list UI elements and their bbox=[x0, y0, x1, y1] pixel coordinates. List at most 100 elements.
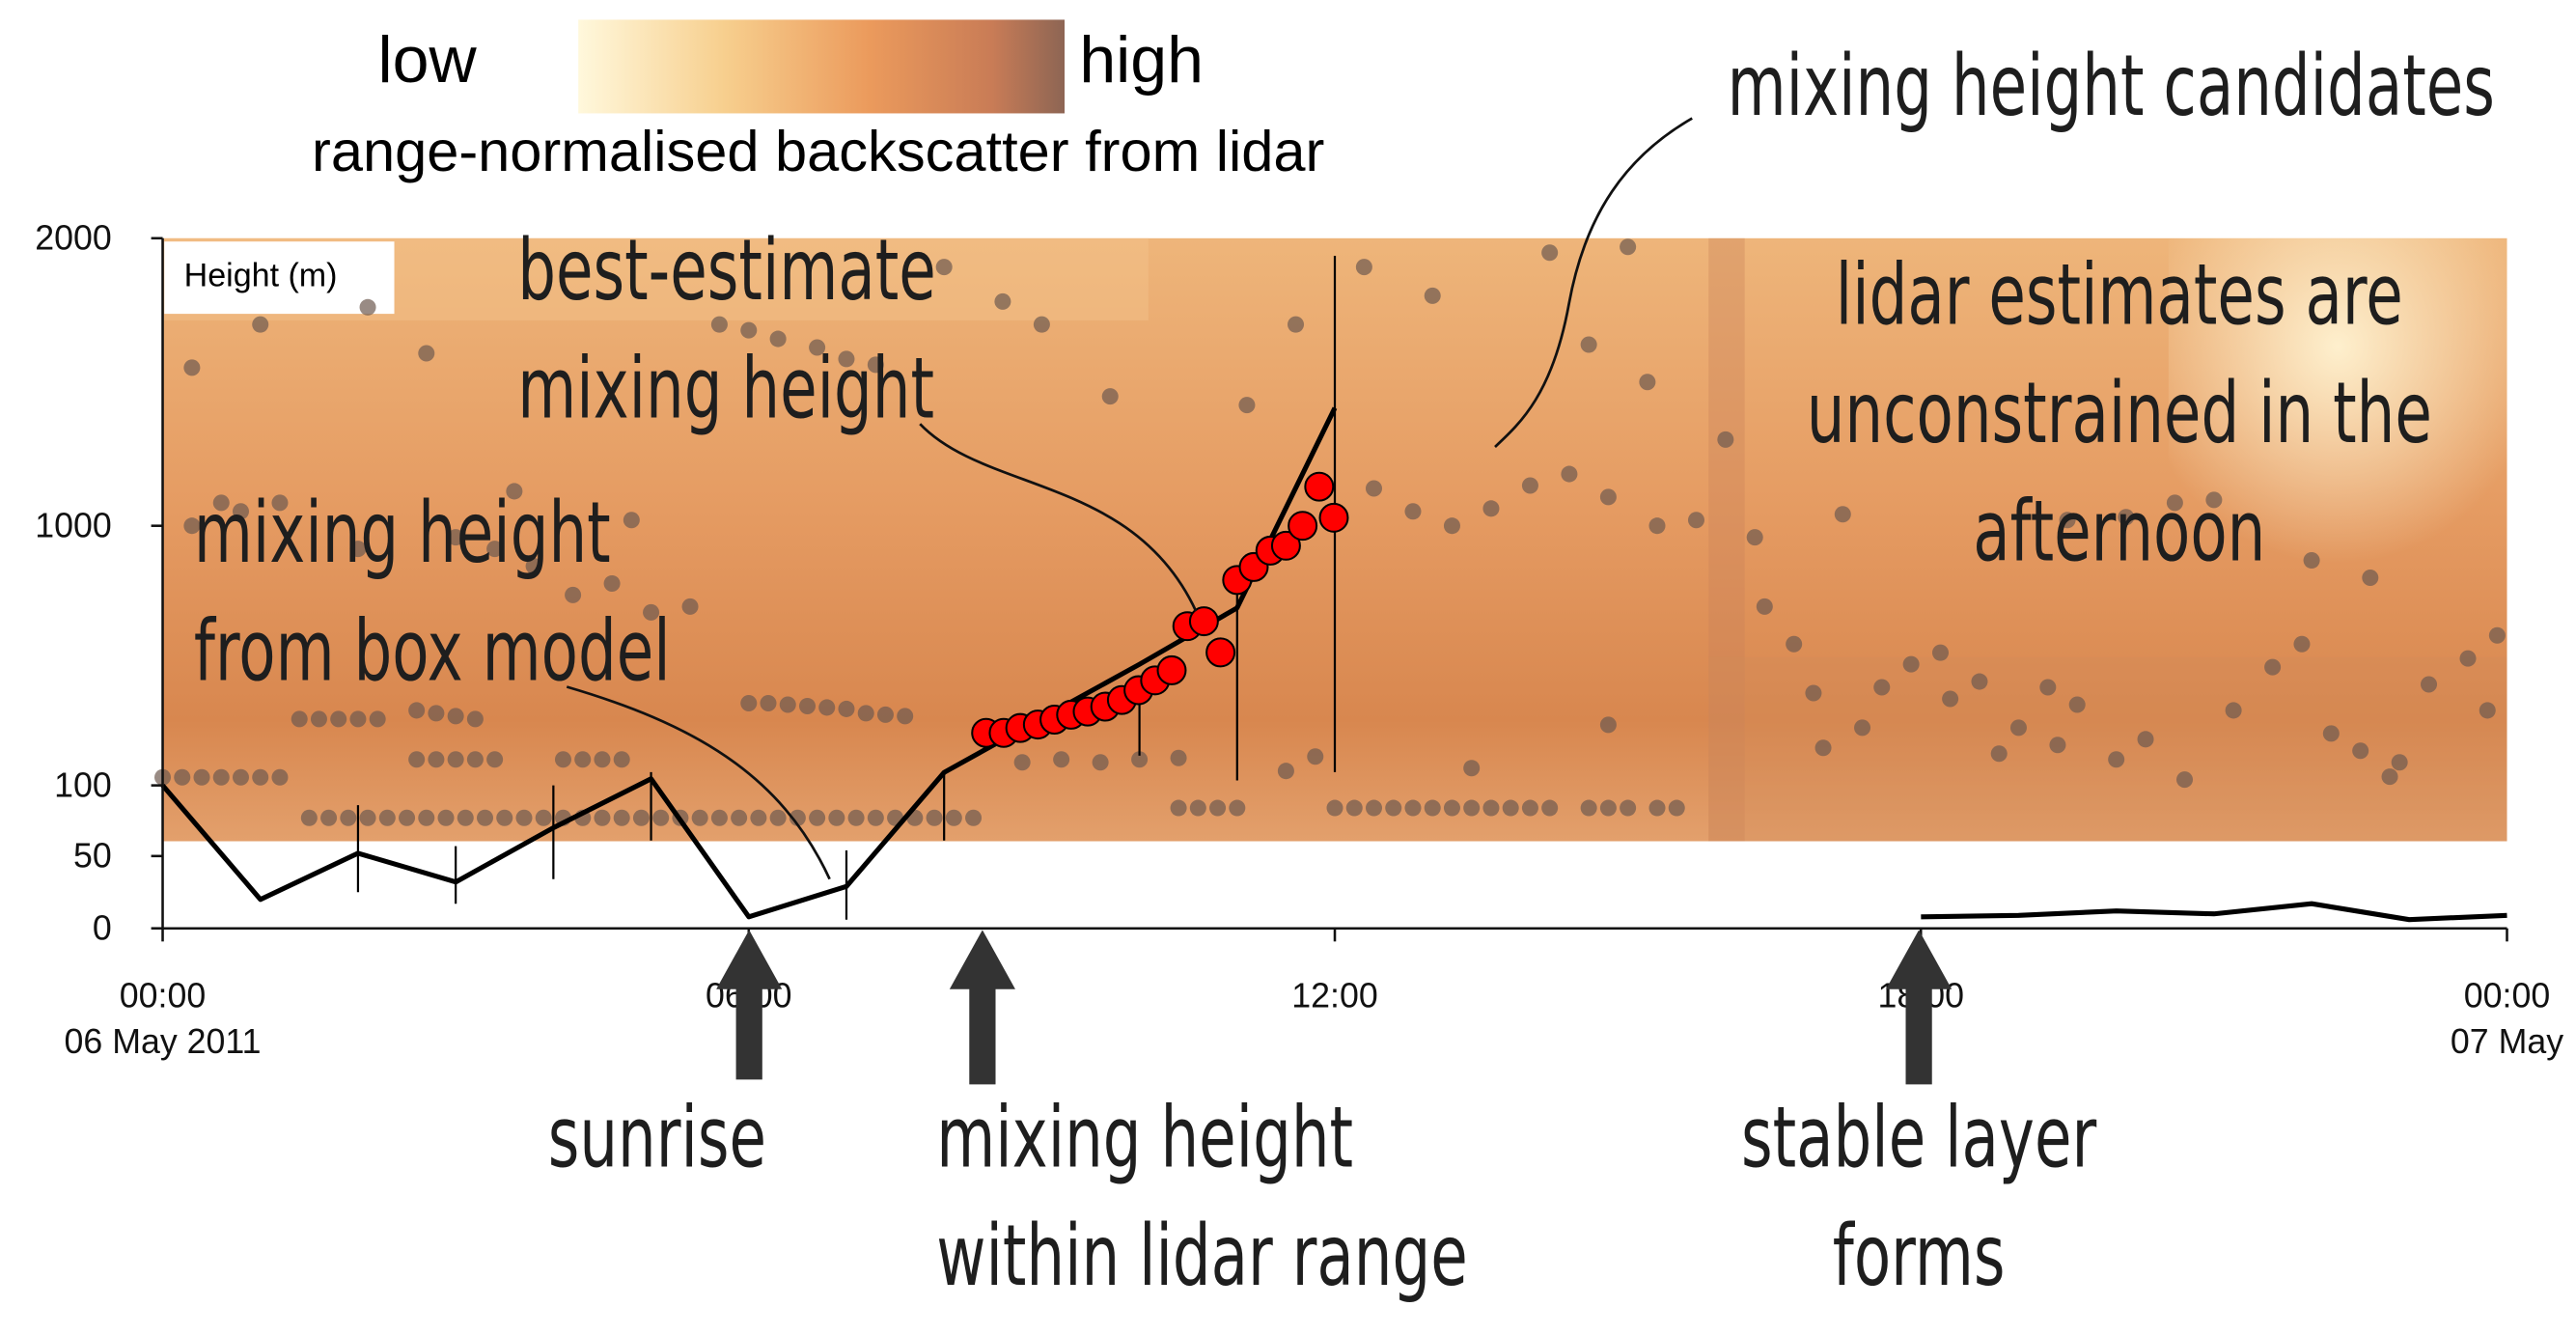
candidate-point bbox=[877, 707, 894, 723]
candidate-point bbox=[809, 810, 825, 826]
candidate-point bbox=[936, 259, 953, 275]
candidate-point bbox=[770, 810, 787, 826]
candidate-point bbox=[740, 695, 757, 711]
candidate-point bbox=[1717, 431, 1733, 448]
y-tick-label: 50 bbox=[73, 837, 112, 876]
annotation: unconstrained in the bbox=[1807, 363, 2432, 461]
candidate-point bbox=[799, 698, 816, 714]
candidate-point bbox=[1669, 800, 1685, 817]
candidate-point bbox=[1366, 800, 1382, 817]
candidate-point bbox=[1425, 288, 1441, 304]
candidate-point bbox=[2392, 754, 2408, 770]
colorbar-low: low bbox=[377, 23, 477, 97]
x-date-label: 06 May 2011 bbox=[65, 1022, 262, 1061]
candidate-point bbox=[1327, 800, 1343, 817]
y-tick-label: 100 bbox=[54, 766, 112, 805]
best-estimate-point bbox=[1320, 504, 1348, 532]
candidate-point bbox=[408, 751, 425, 767]
candidate-point bbox=[1404, 503, 1421, 519]
candidate-point bbox=[574, 751, 591, 767]
candidate-point bbox=[360, 299, 376, 316]
candidate-point bbox=[927, 810, 943, 826]
candidate-point bbox=[731, 810, 747, 826]
candidate-point bbox=[692, 810, 708, 826]
candidate-point bbox=[1366, 480, 1382, 496]
candidate-point bbox=[633, 810, 650, 826]
candidate-point bbox=[1805, 684, 1821, 701]
colorbar-title: range-normalised backscatter from lidar bbox=[312, 119, 1324, 183]
candidate-point bbox=[2138, 731, 2154, 747]
x-tick-label: 12:00 bbox=[1291, 976, 1377, 1015]
candidate-point bbox=[408, 702, 425, 718]
best-estimate-point bbox=[1206, 638, 1234, 666]
candidate-point bbox=[515, 810, 532, 826]
candidate-point bbox=[467, 751, 484, 767]
candidate-point bbox=[193, 769, 209, 786]
candidate-point bbox=[486, 751, 503, 767]
candidate-point bbox=[1385, 800, 1401, 817]
candidate-point bbox=[1600, 800, 1617, 817]
candidate-point bbox=[2421, 677, 2437, 693]
candidate-point bbox=[2226, 702, 2242, 718]
candidate-point bbox=[1600, 716, 1617, 733]
candidate-point bbox=[1903, 656, 1920, 673]
candidate-point bbox=[1093, 754, 1109, 770]
candidate-point bbox=[379, 810, 396, 826]
candidate-point bbox=[418, 345, 434, 361]
candidate-point bbox=[330, 710, 346, 727]
annotation: mixing height bbox=[517, 339, 934, 437]
candidate-point bbox=[2049, 737, 2065, 753]
candidate-point bbox=[1991, 745, 2008, 762]
candidate-point bbox=[457, 810, 474, 826]
candidate-point bbox=[2460, 651, 2477, 667]
candidate-point bbox=[1404, 800, 1421, 817]
candidate-point bbox=[2010, 719, 2027, 736]
candidate-point bbox=[1238, 397, 1255, 413]
candidate-point bbox=[1639, 374, 1655, 390]
candidate-point bbox=[467, 710, 484, 727]
candidate-point bbox=[623, 512, 640, 528]
annotation: forms bbox=[1833, 1206, 2006, 1304]
candidate-point bbox=[594, 810, 610, 826]
candidate-point bbox=[1053, 751, 1069, 767]
candidate-point bbox=[858, 705, 874, 721]
candidate-point bbox=[174, 769, 190, 786]
x-tick-label: 00:00 bbox=[120, 976, 206, 1015]
candidate-point bbox=[946, 810, 962, 826]
candidate-point bbox=[2069, 696, 2086, 712]
candidate-point bbox=[1463, 760, 1480, 776]
candidate-point bbox=[848, 810, 865, 826]
candidate-point bbox=[1482, 500, 1499, 516]
annotation: within lidar range bbox=[936, 1206, 1468, 1304]
candidate-point bbox=[496, 810, 512, 826]
candidate-point bbox=[1873, 680, 1890, 696]
candidate-point bbox=[2382, 768, 2398, 785]
candidate-point bbox=[1503, 800, 1519, 817]
annotation: best-estimate bbox=[517, 220, 936, 319]
candidate-point bbox=[213, 769, 230, 786]
candidate-point bbox=[1288, 317, 1304, 333]
candidate-point bbox=[1307, 748, 1323, 765]
candidate-point bbox=[2479, 702, 2496, 718]
candidate-point bbox=[1171, 750, 1187, 766]
candidate-point bbox=[614, 810, 630, 826]
candidate-point bbox=[2176, 771, 2193, 788]
candidate-point bbox=[652, 810, 669, 826]
y-tick-label: 0 bbox=[93, 909, 112, 948]
candidate-point bbox=[1600, 488, 1617, 505]
candidate-point bbox=[477, 810, 493, 826]
candidate-point bbox=[448, 708, 464, 724]
y-tick-label: 2000 bbox=[35, 219, 112, 258]
best-estimate-point bbox=[1158, 656, 1186, 684]
candidate-point bbox=[428, 751, 444, 767]
candidate-point bbox=[233, 769, 249, 786]
candidate-point bbox=[1522, 800, 1538, 817]
candidate-point bbox=[1932, 645, 1949, 661]
candidate-point bbox=[1209, 800, 1226, 817]
candidate-point bbox=[1034, 317, 1050, 333]
candidate-point bbox=[1561, 466, 1577, 483]
candidate-point bbox=[614, 751, 630, 767]
candidate-point bbox=[682, 598, 699, 615]
candidate-point bbox=[291, 710, 308, 727]
candidate-point bbox=[750, 810, 766, 826]
